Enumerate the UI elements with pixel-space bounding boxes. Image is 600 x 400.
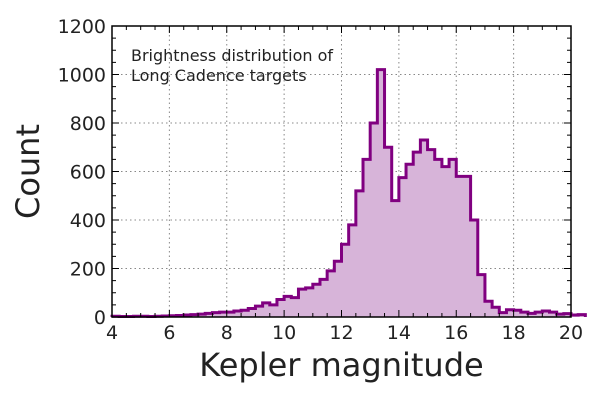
y-tick-label: 200 [70,259,106,281]
y-tick-label: 400 [70,210,106,232]
x-tick-label: 14 [387,322,411,344]
plot-frame [111,25,572,318]
x-tick-label: 4 [106,322,118,344]
y-tick-label: 0 [94,307,106,329]
annotation-line-2: Long Cadence targets [131,66,307,85]
histogram-fill [112,69,586,318]
x-axis-label: Kepler magnitude [199,346,483,384]
y-tick-label: 600 [70,162,106,184]
x-tick-label: 6 [163,322,175,344]
x-tick-labels: 4 6 8 10 12 14 16 18 20 [106,322,583,344]
x-tick-label: 18 [502,322,526,344]
y-tick-label: 1200 [58,16,106,38]
x-tick-label: 10 [272,322,296,344]
x-tick-label: 16 [444,322,468,344]
y-axis-label: Count [9,124,47,219]
y-tick-label: 1000 [58,65,106,87]
y-tick-label: 800 [70,113,106,135]
x-tick-label: 12 [329,322,353,344]
annotation-line-1: Brightness distribution of [131,46,333,65]
histogram-outline [110,68,587,319]
x-tick-label: 20 [559,322,583,344]
x-tick-label: 8 [221,322,233,344]
y-tick-labels: 0 200 400 600 800 1000 1200 [58,16,106,329]
